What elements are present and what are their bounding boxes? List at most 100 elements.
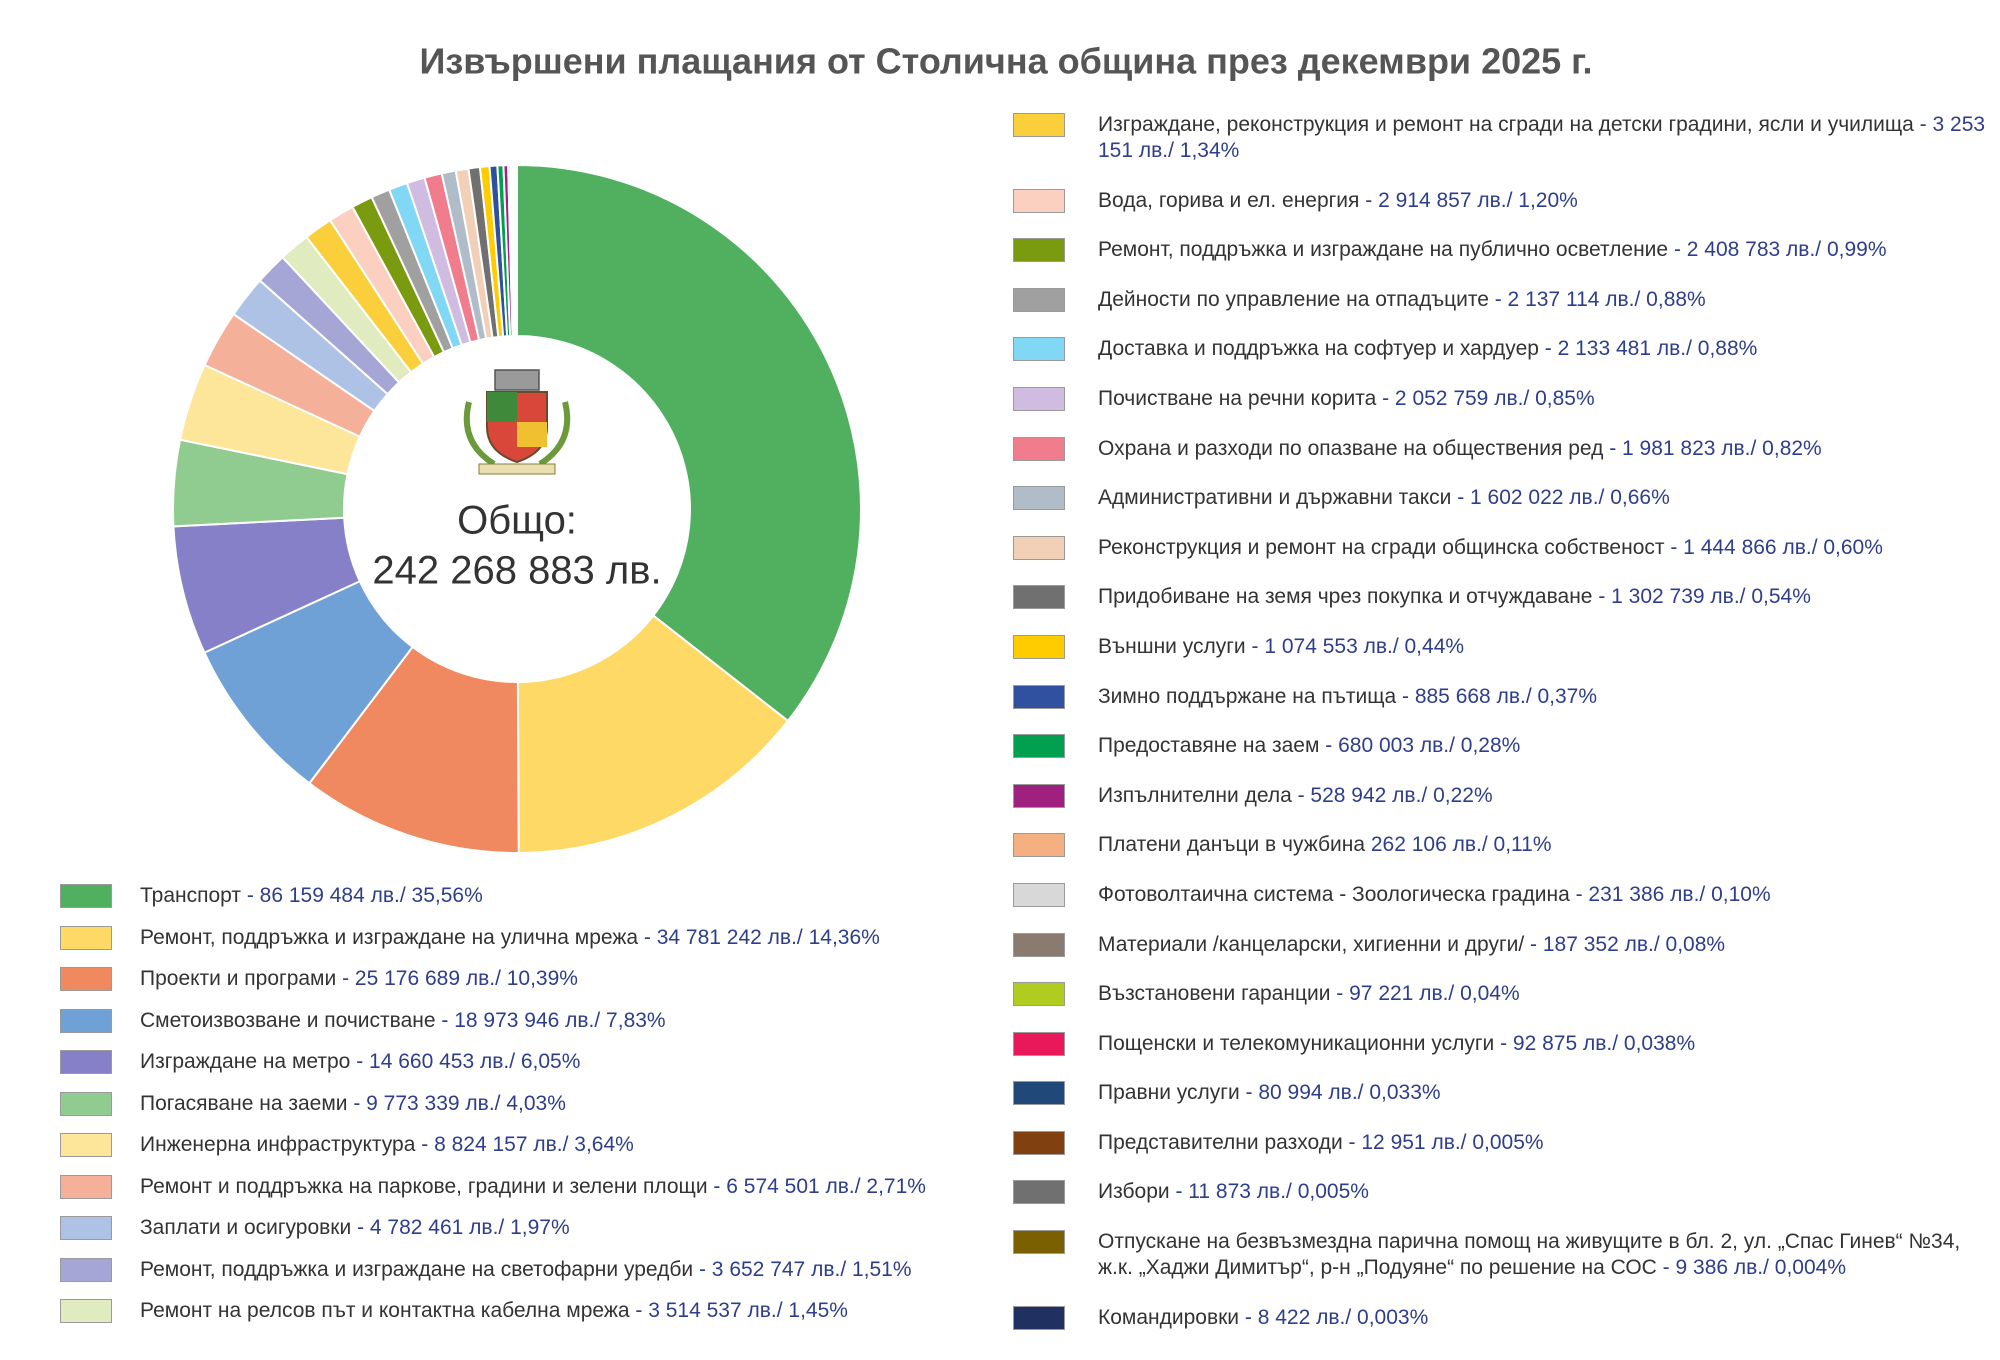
legend-item: Изпълнителни дела - 528 942 лв./ 0,22% — [1013, 783, 1988, 809]
legend-item: Избори - 11 873 лв./ 0,005% — [1013, 1179, 1988, 1205]
legend-value: - 14 660 453 лв./ 6,05% — [356, 1050, 581, 1073]
legend: Изграждане, реконструкция и ремонт на сг… — [1013, 112, 1988, 1331]
legend-swatch — [1013, 436, 1065, 461]
legend-item: Възстановени гаранции - 97 221 лв./ 0,04… — [1013, 981, 1988, 1007]
legend-item: Транспорт - 86 159 484 лв./ 35,56% — [60, 883, 1000, 909]
legend-text: Ремонт, поддръжка и изграждане на улична… — [140, 925, 880, 951]
legend-value: - 25 176 689 лв./ 10,39% — [342, 967, 578, 990]
legend-item: Пощенски и телекомуникационни услуги - 9… — [1013, 1031, 1988, 1057]
legend-text: Предоставяне на заем - 680 003 лв./ 0,28… — [1098, 733, 1520, 759]
legend-name: Доставка и поддръжка на софтуер и хардуе… — [1098, 337, 1539, 361]
legend-item: Ремонт и поддръжка на паркове, градини и… — [60, 1174, 1000, 1200]
legend-swatch — [1013, 337, 1065, 362]
legend-swatch — [1013, 1180, 1065, 1205]
legend-text: Материали /канцеларски, хигиенни и други… — [1098, 932, 1725, 958]
legend-value: - 3 652 747 лв./ 1,51% — [698, 1257, 912, 1281]
legend-value: - 4 782 461 лв./ 1,97% — [357, 1216, 570, 1239]
legend-item: Фотоволтаична система - Зоологическа гра… — [1013, 882, 1988, 908]
legend-value: - 1 302 739 лв./ 0,54% — [1598, 585, 1811, 609]
legend-text: Инженерна инфраструктура - 8 824 157 лв.… — [140, 1132, 634, 1158]
legend-name: Ремонт и поддръжка на паркове, градини и… — [140, 1174, 708, 1198]
legend-text: Ремонт и поддръжка на паркове, градини и… — [140, 1174, 926, 1200]
legend-swatch — [1013, 1230, 1065, 1255]
legend-text: Изграждане, реконструкция и ремонт на сг… — [1098, 112, 1988, 164]
legend-name: Правни услуги — [1098, 1081, 1240, 1105]
legend-value: - 3 514 537 лв./ 1,45% — [635, 1299, 848, 1322]
legend-name: Транспорт — [140, 884, 241, 907]
legend-value: - 2 133 481 лв./ 0,88% — [1544, 337, 1758, 361]
legend-value: - 1 074 553 лв./ 0,44% — [1251, 634, 1465, 658]
donut-slice — [516, 614, 790, 855]
crest — [463, 369, 571, 475]
legend-name: Изграждане на метро — [140, 1050, 351, 1073]
legend-text: Ремонт, поддръжка и изграждане на публич… — [1098, 237, 1887, 263]
legend-value: - 1 981 823 лв./ 0,82% — [1609, 436, 1822, 460]
legend-value: - 9 773 339 лв./ 4,03% — [353, 1091, 566, 1115]
legend-name: Материали /канцеларски, хигиенни и други… — [1098, 932, 1525, 956]
legend-name: Платени данъци в чужбина — [1098, 833, 1366, 857]
legend-value: - 8 422 лв./ 0,003% — [1244, 1305, 1429, 1329]
legend-text: Реконструкция и ремонт на сгради общинск… — [1098, 535, 1883, 561]
legend-name: Външни услуги — [1098, 634, 1246, 658]
legend-swatch — [60, 925, 112, 950]
legend-name: Ремонт, поддръжка и изграждане на светоф… — [140, 1257, 694, 1281]
legend-text: Изпълнителни дела - 528 942 лв./ 0,22% — [1098, 783, 1493, 809]
legend-swatch — [60, 1008, 112, 1033]
legend-swatch — [1013, 734, 1065, 759]
donut-slice — [516, 163, 862, 723]
legend-swatch — [1013, 188, 1065, 213]
legend-item: Правни услуги - 80 994 лв./ 0,033% — [1013, 1080, 1988, 1106]
legend-swatch — [60, 1257, 112, 1282]
legend-name: Ремонт на релсов път и контактна кабелна… — [140, 1299, 630, 1322]
legend-text: Пощенски и телекомуникационни услуги - 9… — [1098, 1031, 1695, 1057]
legend-item: Охрана и разходи по опазване на обществе… — [1013, 436, 1988, 462]
legend-swatch — [1013, 486, 1065, 511]
legend-item: Административни и държавни такси - 1 602… — [1013, 485, 1988, 511]
legend-value: - 3 253 151 лв./ 1,34% — [1098, 113, 1986, 162]
legend-value: 262 106 лв./ 0,11% — [1370, 833, 1552, 857]
legend-value: - 1 444 866 лв./ 0,60% — [1670, 535, 1883, 559]
legend-swatch — [1013, 1305, 1065, 1330]
legend-value: - 12 951 лв./ 0,005% — [1348, 1130, 1544, 1154]
legend-value: - 2 137 114 лв./ 0,88% — [1494, 287, 1706, 311]
legend-name: Пощенски и телекомуникационни услуги — [1098, 1031, 1495, 1055]
legend-text: Сметоизвозване и почистване - 18 973 946… — [140, 1008, 666, 1034]
legend-text: Платени данъци в чужбина 262 106 лв./ 0,… — [1098, 832, 1552, 858]
legend-swatch — [1013, 882, 1065, 907]
legend-value: - 231 386 лв./ 0,10% — [1575, 882, 1771, 906]
legend-text: Проекти и програми - 25 176 689 лв./ 10,… — [140, 966, 578, 992]
legend-value: - 6 574 501 лв./ 2,71% — [713, 1174, 926, 1198]
legend-item: Платени данъци в чужбина 262 106 лв./ 0,… — [1013, 832, 1988, 858]
legend-item: Заплати и осигуровки - 4 782 461 лв./ 1,… — [60, 1215, 1000, 1241]
legend-name: Ремонт, поддръжка и изграждане на публич… — [1098, 238, 1669, 262]
legend-value: - 92 875 лв./ 0,038% — [1500, 1031, 1696, 1055]
donut — [172, 163, 862, 855]
legend-name: Командировки — [1098, 1305, 1240, 1329]
legend-swatch — [60, 884, 112, 908]
legend-name: Административни и държавни такси — [1098, 486, 1452, 510]
legend-swatch — [60, 1050, 112, 1074]
legend-item: Доставка и поддръжка на софтуер и хардуе… — [1013, 336, 1988, 362]
legend-value: - 80 994 лв./ 0,033% — [1245, 1081, 1441, 1105]
legend-name: Фотоволтаична система - Зоологическа гра… — [1098, 882, 1570, 906]
legend-name: Вода, горива и ел. енергия — [1098, 188, 1360, 212]
legend-item: Ремонт, поддръжка и изграждане на улична… — [60, 925, 1000, 951]
legend-value: - 680 003 лв./ 0,28% — [1325, 734, 1521, 758]
legend-text: Ремонт, поддръжка и изграждане на светоф… — [140, 1257, 912, 1283]
legend-name: Изграждане, реконструкция и ремонт на сг… — [1098, 113, 1914, 136]
legend-item: Реконструкция и ремонт на сгради общинск… — [1013, 535, 1988, 561]
legend-swatch — [1013, 1031, 1065, 1056]
legend-value: - 18 973 946 лв./ 7,83% — [441, 1008, 666, 1032]
center-label: Общо: — [457, 499, 577, 543]
legend-text: Отпускане на безвъзмездна парична помощ … — [1098, 1229, 1988, 1281]
legend-swatch — [60, 1216, 112, 1240]
legend-text: Зимно поддържане на пътища - 885 668 лв.… — [1098, 684, 1597, 710]
legend-name: Избори — [1098, 1180, 1170, 1204]
legend-value: - 86 159 484 лв./ 35,56% — [246, 884, 483, 907]
legend-swatch — [60, 1133, 112, 1157]
legend-name: Придобиване на земя чрез покупка и отчуж… — [1098, 585, 1593, 609]
legend-text: Дейности по управление на отпадъците - 2… — [1098, 287, 1706, 313]
legend-swatch — [60, 1174, 112, 1199]
legend-name: Инженерна инфраструктура — [140, 1133, 416, 1156]
legend-value: - 2 914 857 лв./ 1,20% — [1365, 188, 1578, 212]
